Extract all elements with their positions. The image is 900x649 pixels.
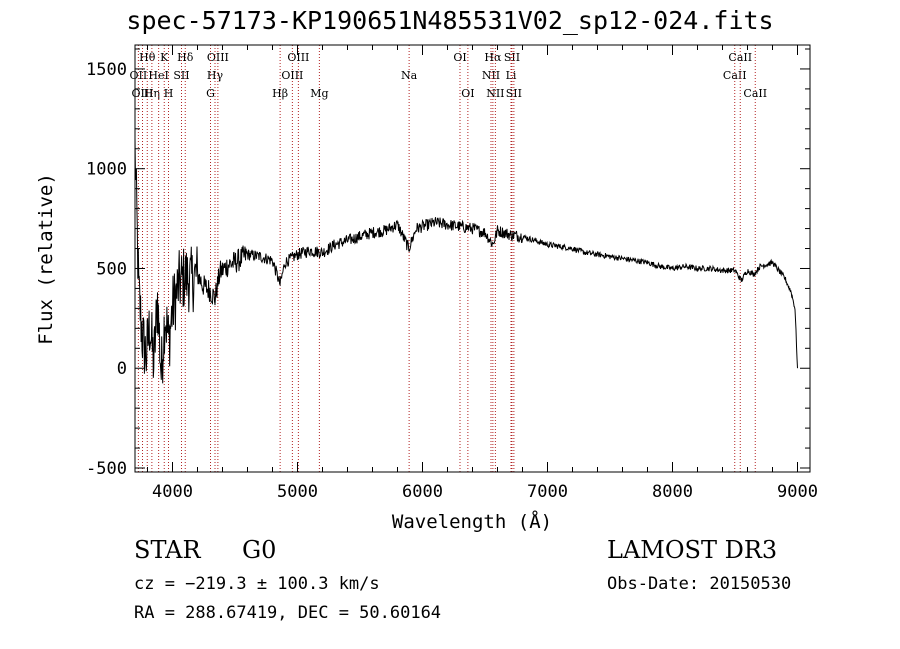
line-marker-label: G: [206, 87, 215, 100]
line-marker-label: SII: [173, 69, 189, 82]
object-subclass: G0: [242, 536, 277, 564]
line-marker-label: HeI: [148, 69, 168, 82]
line-marker-label: NII: [482, 69, 500, 82]
line-marker-label: CaII: [728, 51, 752, 64]
y-tick-label: -500: [86, 459, 127, 479]
line-marker-label: OI: [461, 87, 474, 100]
line-marker-label: Hα: [484, 51, 502, 64]
line-marker-label: SII: [506, 87, 522, 100]
y-tick-label: 1500: [86, 60, 127, 80]
y-axis: -500 0 500 1000 1500: [86, 48, 810, 479]
line-marker-label: SII: [504, 51, 520, 64]
x-tick-label: 5000: [277, 482, 318, 502]
object-class: STAR: [134, 536, 201, 564]
line-marker-label: NII: [486, 87, 504, 100]
line-marker-label: Li: [506, 69, 517, 82]
line-marker-label: Hθ: [139, 51, 156, 64]
y-tick-label: 1000: [86, 160, 127, 180]
y-tick-label: 500: [96, 259, 127, 279]
x-tick-label: 6000: [402, 482, 443, 502]
x-tick-label: 9000: [777, 482, 818, 502]
line-marker-label: OIII: [131, 87, 153, 100]
observation-date: Obs-Date: 20150530: [607, 574, 792, 594]
spectrum-line: [134, 138, 798, 384]
y-axis-label: Flux (relative): [35, 173, 57, 345]
line-marker-label: CaII: [743, 87, 767, 100]
survey-name: LAMOST DR3: [607, 536, 778, 564]
chart-title: spec-57173-KP190651N485531V02_sp12-024.f…: [126, 6, 774, 35]
x-axis: 4000 5000 6000 7000 8000 9000: [147, 45, 818, 502]
line-marker-label: OI: [453, 51, 466, 64]
line-marker-label: Hη: [144, 87, 160, 100]
line-marker-label: CaII: [723, 69, 747, 82]
coordinates: RA = 288.67419, DEC = 50.60164: [134, 603, 442, 623]
plot-frame: [134, 44, 811, 473]
emission-line-markers: OII OIII Hθ Hη HeI K H SII Hδ OIII Hγ G Hβ OIII OIII Mg…: [130, 45, 767, 472]
line-marker-label: OIII: [207, 51, 229, 64]
x-tick-label: 7000: [527, 482, 568, 502]
y-tick-label: 0: [117, 359, 127, 379]
line-marker-label: Mg: [310, 87, 328, 100]
x-axis-label: Wavelength (Å): [392, 510, 552, 533]
x-tick-label: 8000: [652, 482, 693, 502]
line-marker-label: Hγ: [207, 69, 224, 82]
line-marker-label: Hδ: [177, 51, 194, 64]
line-marker-label: OII: [130, 69, 148, 82]
line-marker-label: H: [164, 87, 174, 100]
line-marker-label: OIII: [281, 69, 303, 82]
line-marker-label: OIII: [287, 51, 309, 64]
line-marker-label: Hβ: [272, 87, 288, 100]
line-marker-label: K: [160, 51, 169, 64]
redshift-cz: cz = −219.3 ± 100.3 km/s: [134, 574, 380, 594]
line-marker-label: Na: [401, 69, 418, 82]
x-tick-label: 4000: [152, 482, 193, 502]
